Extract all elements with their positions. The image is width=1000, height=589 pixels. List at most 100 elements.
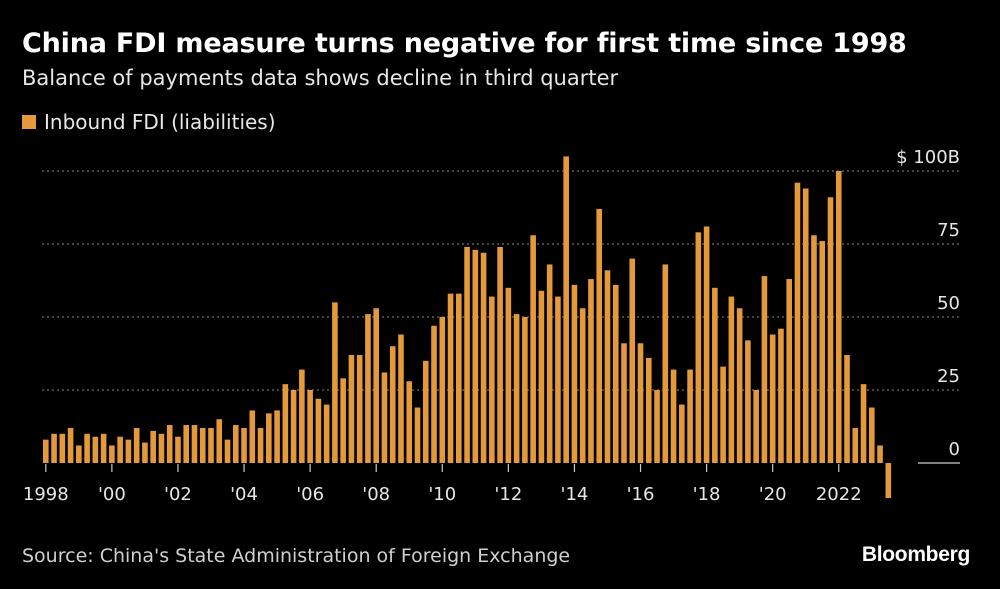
source-note: Source: China's State Administration of … <box>22 545 571 567</box>
bar <box>513 314 520 463</box>
bar <box>695 232 702 463</box>
bar <box>166 425 173 463</box>
bar <box>612 284 619 463</box>
bar <box>307 390 313 463</box>
bar <box>84 433 90 463</box>
bar <box>579 308 586 463</box>
bar <box>389 346 396 463</box>
bar <box>447 293 454 463</box>
bar <box>588 279 594 463</box>
bloomberg-logo: Bloomberg <box>861 543 970 566</box>
x-tick-label: '14 <box>561 484 589 505</box>
bar <box>629 258 636 463</box>
x-tick-label: '04 <box>230 484 258 505</box>
bar <box>51 433 57 463</box>
bar <box>282 384 289 463</box>
chart-subtitle: Balance of payments data shows decline i… <box>22 66 619 90</box>
bar <box>794 182 801 463</box>
bar <box>679 404 685 463</box>
bar <box>720 366 726 463</box>
bar <box>59 433 66 463</box>
bar <box>150 430 156 463</box>
bar <box>778 328 784 463</box>
bar <box>480 252 487 463</box>
bar <box>835 171 842 463</box>
bar <box>232 425 239 463</box>
x-tick-label: '16 <box>627 484 655 505</box>
bar <box>745 340 751 463</box>
bar <box>522 317 528 463</box>
bar <box>175 436 181 463</box>
bar <box>323 404 330 463</box>
bar <box>497 246 503 463</box>
bar <box>885 463 892 499</box>
bar <box>645 357 652 463</box>
x-tick-label: 1998 <box>23 484 69 505</box>
bar <box>687 369 693 463</box>
bar <box>860 384 867 463</box>
bar <box>604 270 611 463</box>
bar <box>76 445 82 463</box>
bar <box>315 398 322 463</box>
bar <box>736 308 743 463</box>
legend-label: Inbound FDI (liabilities) <box>44 110 276 134</box>
bar <box>662 264 669 463</box>
x-tick-label: '00 <box>98 484 126 505</box>
x-tick-label: '12 <box>494 484 522 505</box>
bar <box>241 427 247 463</box>
bar <box>637 343 644 463</box>
bar <box>852 427 859 463</box>
y-tick-label: 75 <box>937 220 960 241</box>
y-tick-label: 25 <box>937 366 960 387</box>
bar <box>422 360 429 463</box>
bar <box>208 427 214 463</box>
bar <box>67 427 74 463</box>
bar <box>365 314 371 463</box>
bar <box>464 246 470 463</box>
x-tick-label: '06 <box>296 484 324 505</box>
x-tick-label: 2022 <box>816 484 862 505</box>
bar <box>43 439 49 463</box>
bar <box>571 284 578 463</box>
y-tick-label: 50 <box>937 293 960 314</box>
bar <box>489 296 495 463</box>
bar <box>712 287 718 463</box>
y-tick-label: $ 100B <box>896 147 960 168</box>
bar <box>530 235 536 463</box>
bar <box>753 390 759 463</box>
bar <box>373 308 379 463</box>
bar <box>348 354 355 463</box>
bar <box>332 302 338 463</box>
bar <box>811 235 817 463</box>
bar <box>670 369 677 463</box>
bar <box>274 410 280 463</box>
bar <box>257 427 264 463</box>
bar <box>117 436 123 463</box>
bar <box>414 407 421 463</box>
bar <box>802 188 809 463</box>
bar <box>827 197 834 463</box>
bar <box>563 156 569 463</box>
bar <box>224 439 231 463</box>
bar <box>398 334 404 463</box>
bar <box>216 419 223 463</box>
bar <box>299 369 305 463</box>
bar <box>538 290 545 463</box>
bar <box>266 413 272 463</box>
bar <box>456 293 462 463</box>
bar <box>844 354 850 463</box>
bar <box>133 427 140 463</box>
bars <box>43 156 892 499</box>
bar <box>439 317 446 463</box>
bar <box>290 390 297 463</box>
bar <box>505 287 512 463</box>
y-tick-label: 0 <box>949 439 960 460</box>
bar <box>869 407 875 463</box>
bar <box>472 249 479 463</box>
bar <box>819 241 826 463</box>
bar <box>703 226 710 463</box>
bar <box>654 390 660 463</box>
bar <box>183 425 190 463</box>
chart-title: China FDI measure turns negative for fir… <box>22 28 907 59</box>
